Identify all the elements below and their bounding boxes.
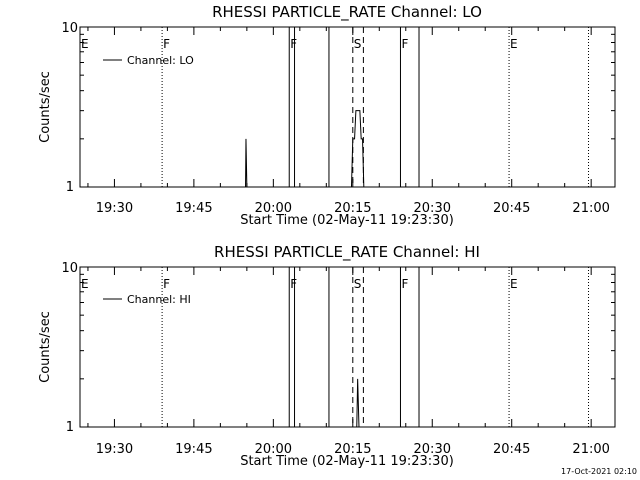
- x-tick-label: 21:00: [572, 442, 609, 457]
- y-tick-label: 1: [66, 420, 74, 435]
- x-tick-label: 20:00: [255, 442, 292, 457]
- y-tick-label: 10: [61, 21, 78, 36]
- data-series: [356, 378, 360, 428]
- x-tick-label: 20:30: [414, 442, 451, 457]
- data-series: [245, 110, 365, 188]
- x-tick-label: 19:30: [96, 442, 133, 457]
- y-tick-label: 10: [61, 261, 78, 276]
- flag-label: F: [290, 37, 297, 51]
- x-tick-label: 20:30: [414, 201, 451, 216]
- legend-label: Channel: LO: [127, 54, 194, 67]
- y-tick-label: 1: [66, 180, 74, 195]
- flag-label: F: [163, 277, 170, 291]
- series-line: [245, 110, 365, 188]
- x-tick-label: 20:45: [493, 442, 530, 457]
- axis-ticks: 19:30 19:45 20:00 20:15 20:30 20:45 21:00: [80, 266, 615, 457]
- x-tick-label: 20:45: [493, 201, 530, 216]
- x-axis-label: Start Time (02-May-11 19:23:30): [240, 454, 454, 469]
- chart-title: RHESSI PARTICLE_RATE Channel: HI: [214, 243, 480, 262]
- axis-ticks: 19:30 19:45 20:00 20:15 20:30 20:45 21:00: [80, 26, 615, 216]
- series-line: [356, 378, 360, 428]
- legend: Channel: HI: [103, 293, 191, 306]
- legend-label: Channel: HI: [127, 293, 191, 306]
- y-axis-label: Counts/sec: [38, 311, 53, 383]
- legend: Channel: LO: [103, 54, 194, 67]
- x-tick-label: 20:15: [334, 442, 371, 457]
- flag-label: F: [401, 277, 408, 291]
- x-tick-label: 19:30: [96, 201, 133, 216]
- x-tick-label: 19:45: [175, 442, 212, 457]
- plot-frame: [79, 266, 616, 428]
- x-tick-label: 21:00: [572, 201, 609, 216]
- flag-label: F: [290, 277, 297, 291]
- footer-timestamp: 17-Oct-2021 02:10: [561, 467, 637, 476]
- chart-title: RHESSI PARTICLE_RATE Channel: LO: [212, 3, 482, 22]
- flag-label: E: [510, 277, 518, 291]
- flag-label: E: [510, 37, 518, 51]
- flag-label: F: [401, 37, 408, 51]
- flag-label: S: [354, 37, 362, 51]
- flag-label: E: [81, 277, 89, 291]
- x-tick-label: 20:00: [255, 201, 292, 216]
- y-axis-label: Counts/sec: [38, 71, 53, 143]
- x-tick-label: 19:45: [175, 201, 212, 216]
- plot-frame: [79, 26, 616, 188]
- flag-label: F: [163, 37, 170, 51]
- x-tick-label: 20:15: [334, 201, 371, 216]
- flag-label: S: [354, 277, 362, 291]
- x-axis-label: Start Time (02-May-11 19:23:30): [240, 213, 454, 228]
- flag-label: E: [81, 37, 89, 51]
